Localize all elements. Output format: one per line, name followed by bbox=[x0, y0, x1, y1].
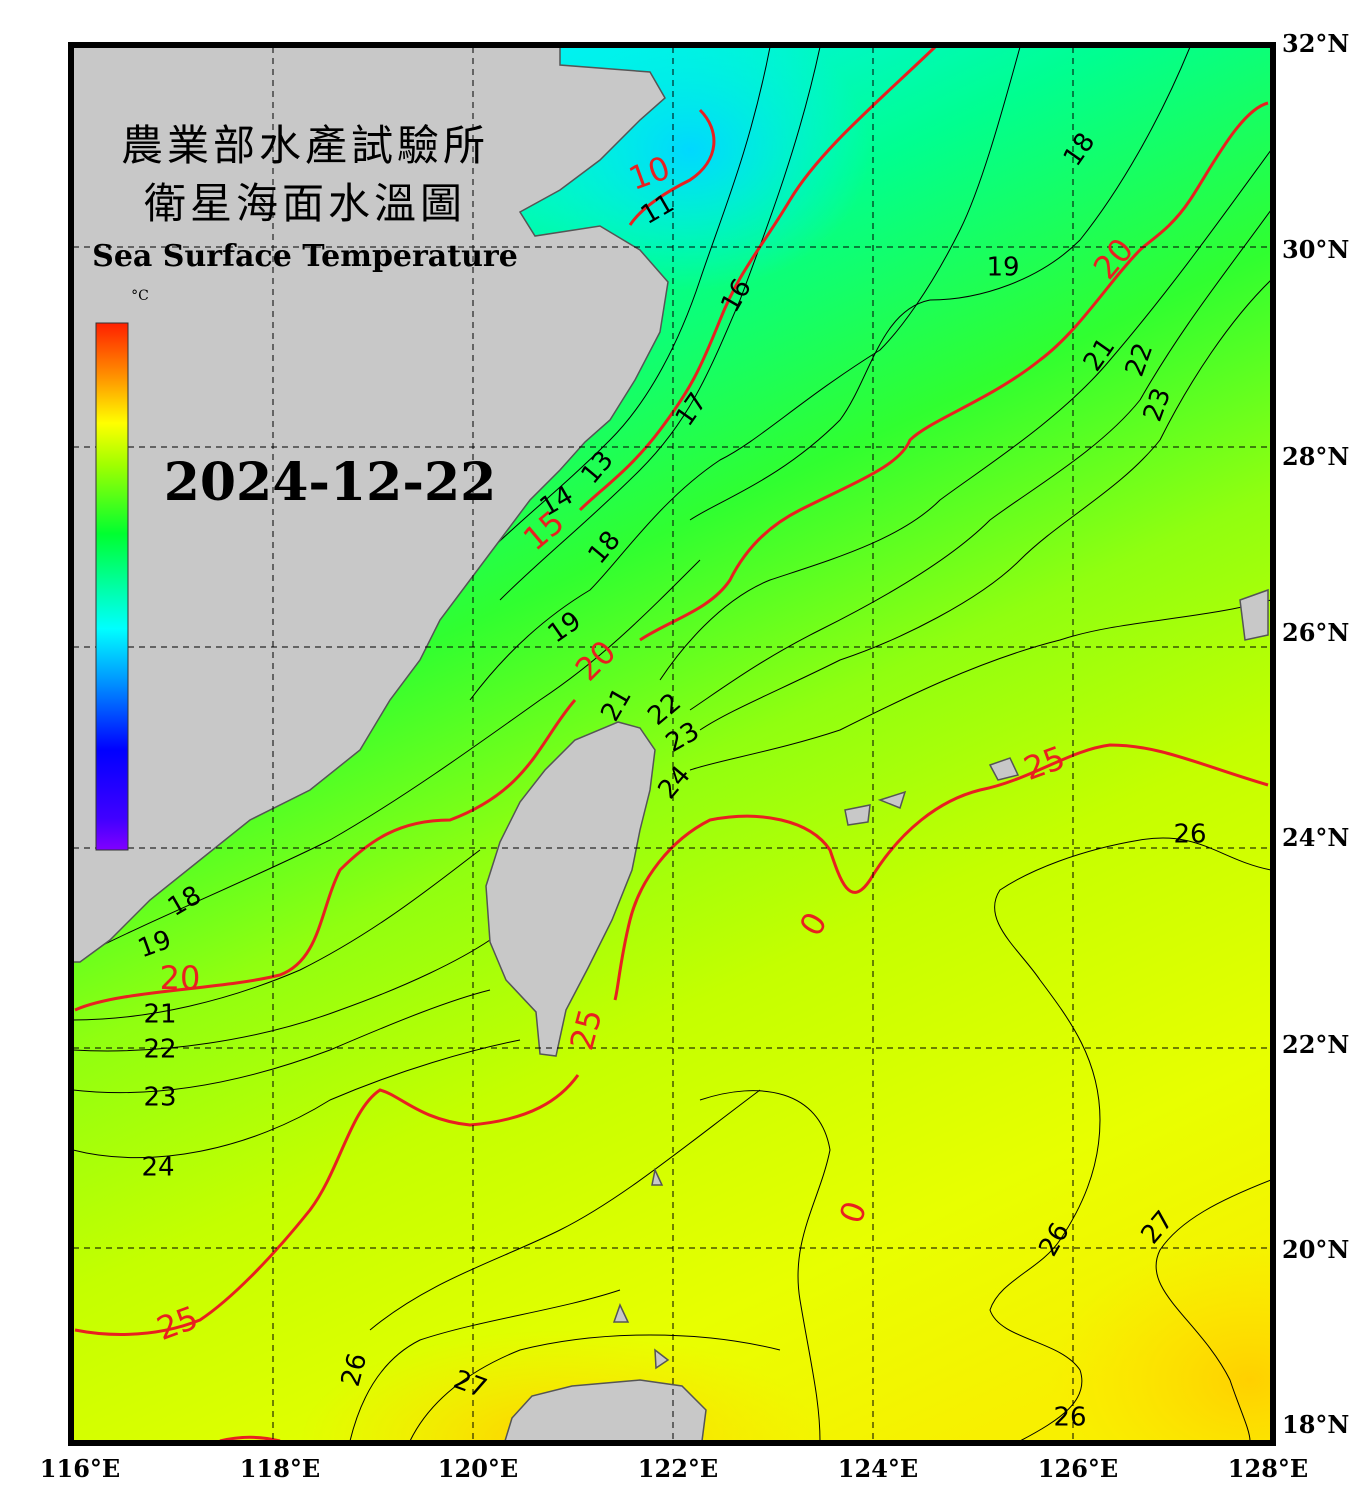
lat-label: 18°N bbox=[1282, 1410, 1349, 1439]
lat-label: 32°N bbox=[1282, 29, 1349, 58]
isotherms bbox=[73, 47, 1271, 1441]
map-body: 10 11 16 17 18 19 20 21 22 23 13 14 15 1… bbox=[73, 47, 1271, 1441]
contour-label: 26 bbox=[1173, 820, 1206, 850]
colorbar: °C bbox=[95, 288, 149, 851]
colorbar-unit: °C bbox=[131, 288, 149, 304]
warm-water bbox=[1050, 1240, 1271, 1441]
lat-label: 20°N bbox=[1282, 1235, 1349, 1264]
contour-label: 19 bbox=[986, 253, 1019, 283]
lon-label: 124°E bbox=[838, 1454, 918, 1483]
contour-label: 26 bbox=[1053, 1403, 1086, 1433]
luzon bbox=[504, 1379, 707, 1441]
lon-label: 118°E bbox=[240, 1454, 320, 1483]
contour-label: 24 bbox=[141, 1153, 174, 1183]
contour-label: 21 bbox=[143, 1000, 176, 1030]
map-frame bbox=[68, 42, 1276, 1446]
islands bbox=[612, 588, 1269, 1370]
taiwan bbox=[485, 721, 656, 1057]
colorbar-ramp bbox=[95, 322, 129, 851]
lon-label: 116°E bbox=[40, 1454, 120, 1483]
lon-label: 126°E bbox=[1038, 1454, 1118, 1483]
contour-label: 23 bbox=[143, 1083, 176, 1113]
lat-label: 28°N bbox=[1282, 442, 1349, 471]
lat-labels: 32°N 30°N 28°N 26°N 24°N 22°N 20°N 18°N bbox=[1282, 29, 1349, 1439]
lon-label: 128°E bbox=[1228, 1454, 1308, 1483]
title-en: Sea Surface Temperature bbox=[92, 239, 518, 274]
date: 2024-12-22 bbox=[164, 452, 497, 513]
mainland bbox=[73, 47, 669, 963]
lon-labels: 116°E 118°E 120°E 122°E 124°E 126°E 128°… bbox=[40, 1454, 1308, 1483]
lon-label: 122°E bbox=[638, 1454, 718, 1483]
lat-label: 30°N bbox=[1282, 235, 1349, 264]
lat-label: 22°N bbox=[1282, 1030, 1349, 1059]
title-zh: 衛星海面水溫圖 bbox=[144, 179, 466, 228]
contour-label: 22 bbox=[143, 1035, 176, 1065]
title-zh: 農業部水產試驗所 bbox=[121, 121, 489, 170]
lat-label: 26°N bbox=[1282, 618, 1349, 647]
major-isotherms bbox=[74, 47, 1269, 1441]
lon-label: 120°E bbox=[438, 1454, 518, 1483]
contour-label: 20 bbox=[160, 959, 201, 997]
lat-label: 24°N bbox=[1282, 823, 1349, 852]
graticule bbox=[73, 47, 1271, 1441]
